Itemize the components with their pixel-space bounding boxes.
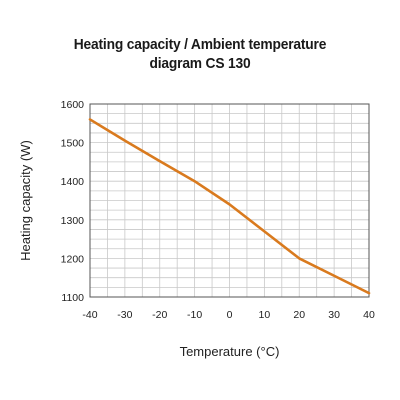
y-tick-label: 1500 [61,138,85,150]
grid [90,104,369,297]
y-tick-label: 1600 [61,99,85,111]
x-tick-label: -10 [187,309,202,321]
plot-frame [89,103,370,298]
y-axis-label: Heating capacity (W) [18,140,33,261]
y-tick-label: 1200 [61,253,85,265]
x-tick-label: -40 [82,309,97,321]
x-tick-label: -30 [117,309,132,321]
x-axis-ticks: -40 -30 -20 -10 0 10 20 30 40 [82,309,375,321]
x-tick-label: 40 [363,309,375,321]
y-tick-label: 1300 [61,215,85,227]
chart-title-line-2: diagram CS 130 [149,55,251,72]
y-tick-label: 1100 [61,292,84,304]
chart-title-line-1: Heating capacity / Ambient temperature [73,36,327,53]
series-layer [88,118,371,295]
y-axis-ticks: 1100 1200 1300 1400 1500 1600 [61,99,85,304]
x-axis-label: Temperature (°C) [180,344,280,359]
x-tick-label: 20 [293,309,305,321]
x-tick-label: 30 [328,309,340,321]
x-tick-label: 10 [259,309,271,321]
x-tick-label: -20 [152,309,167,321]
series-line [88,118,371,295]
y-tick-label: 1400 [61,176,85,188]
x-tick-label: 0 [227,309,233,321]
